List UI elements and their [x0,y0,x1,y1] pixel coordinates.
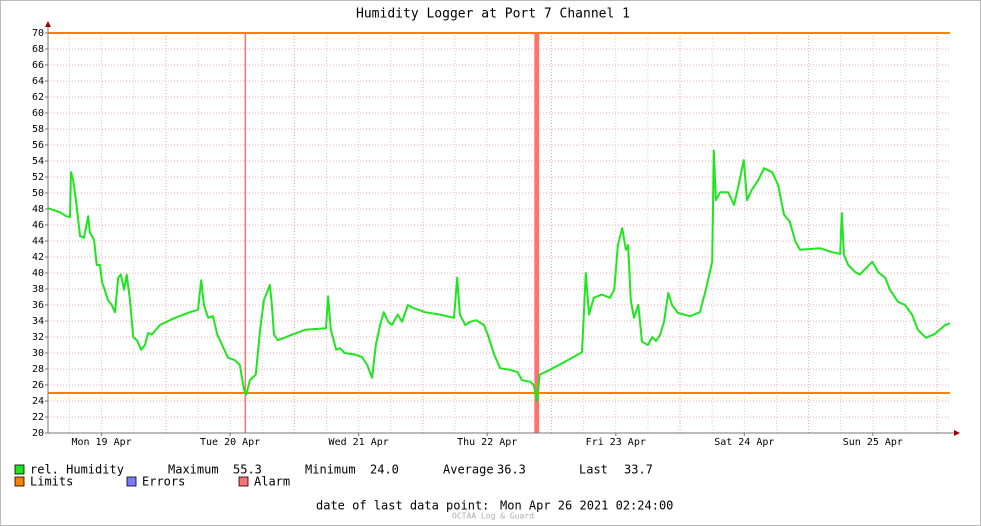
y-tick-label: 48 [32,204,44,215]
x-arrow [954,430,960,436]
y-tick-label: 20 [32,428,44,439]
y-tick-label: 28 [32,364,44,375]
stat-label: Last [579,463,608,477]
watermark: OCTAA Log & Guard [452,512,534,521]
x-tick-label: Sun 25 Apr [843,437,903,448]
y-tick-label: 30 [32,348,44,359]
humidity-line [47,149,951,402]
y-tick-label: 36 [32,300,44,311]
legend-label: Alarm [254,475,290,489]
y-tick-label: 68 [32,44,44,55]
y-tick-label: 22 [32,412,44,423]
y-tick-label: 66 [32,60,44,71]
y-tick-label: 24 [32,396,44,407]
stat-value: 24.0 [370,463,399,477]
y-tick-label: 40 [32,268,44,279]
legend-swatch [14,476,25,487]
grid: 20 22 24 26 28 30 32 34 36 38 40 42 44 46 48 50 52 54 56 58… [32,28,950,448]
stat-label: Minimum [305,463,356,477]
y-arrow [45,21,51,27]
legend-swatch [14,464,25,475]
y-tick-label: 70 [32,28,44,39]
y-tick-label: 38 [32,284,44,295]
y-tick-label: 46 [32,220,44,231]
axes [45,21,960,436]
stat-label: Average [443,463,494,477]
y-tick-label: 64 [32,76,44,87]
marks [47,32,951,433]
x-tick-label: Thu 22 Apr [457,437,517,448]
y-tick-label: 62 [32,92,44,103]
footer-value: Mon Apr 26 2021 02:24:00 [500,499,673,513]
x-tick-label: Wed 21 Apr [329,437,389,448]
chart-title: Humidity Logger at Port 7 Channel 1 [356,7,630,22]
stat-label: Maximum [168,463,219,477]
legend-label: Errors [142,475,185,489]
alarm-span [244,33,247,433]
y-tick-label: 58 [32,124,44,135]
y-tick-label: 50 [32,188,44,199]
stat-value: 55.3 [233,463,262,477]
x-tick-label: Mon 19 Apr [71,437,131,448]
legend-label: rel. Humidity [30,463,124,477]
y-tick-label: 60 [32,108,44,119]
y-tick-label: 42 [32,252,44,263]
legend: rel. Humidity Maximum 55.3 Minimum 24.0 Avera… [14,463,653,489]
y-tick-label: 32 [32,332,44,343]
x-tick-label: Sat 24 Apr [714,437,774,448]
stat-value: 36.3 [497,463,526,477]
legend-swatch [238,476,249,487]
y-tick-label: 34 [32,316,44,327]
plot-area [48,33,950,433]
footer-label: date of last data point: [316,499,489,513]
y-tick-label: 54 [32,156,44,167]
alarm-span [534,33,540,433]
y-tick-label: 52 [32,172,44,183]
legend-label: Limits [30,475,73,489]
x-tick-label: Tue 20 Apr [200,437,260,448]
y-tick-label: 26 [32,380,44,391]
y-tick-label: 56 [32,140,44,151]
legend-swatch [126,476,137,487]
stat-value: 33.7 [624,463,653,477]
y-tick-label: 44 [32,236,44,247]
x-tick-label: Fri 23 Apr [586,437,646,448]
